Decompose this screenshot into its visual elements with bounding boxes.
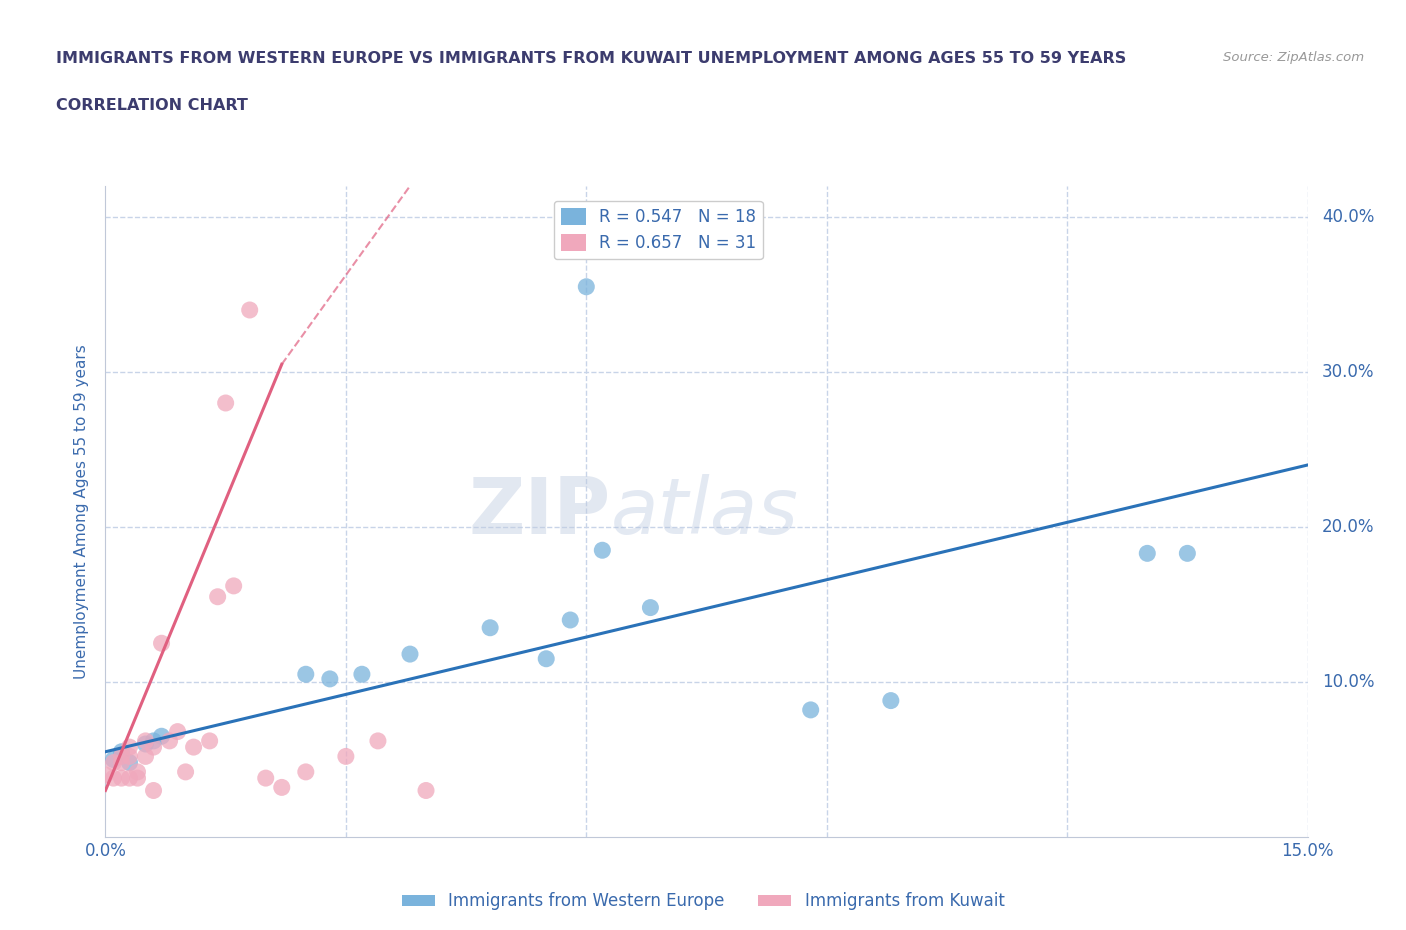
Point: [254, 771, 277, 786]
Point: [207, 590, 229, 604]
Point: [150, 636, 173, 651]
Point: [118, 749, 141, 764]
Point: [142, 739, 165, 754]
Point: [295, 667, 318, 682]
Point: [214, 395, 236, 410]
Point: [110, 771, 132, 786]
Text: 30.0%: 30.0%: [1322, 363, 1375, 381]
Text: CORRELATION CHART: CORRELATION CHART: [56, 98, 247, 113]
Point: [103, 771, 125, 786]
Point: [560, 613, 582, 628]
Point: [367, 734, 389, 749]
Point: [319, 671, 342, 686]
Point: [159, 734, 181, 749]
Point: [479, 620, 502, 635]
Point: [103, 755, 125, 770]
Legend: R = 0.547   N = 18, R = 0.657   N = 31: R = 0.547 N = 18, R = 0.657 N = 31: [554, 201, 763, 259]
Text: atlas: atlas: [610, 473, 799, 550]
Point: [198, 734, 221, 749]
Text: 10.0%: 10.0%: [1322, 673, 1375, 691]
Point: [135, 749, 157, 764]
Point: [150, 729, 173, 744]
Point: [1136, 546, 1159, 561]
Point: [399, 646, 422, 661]
Point: [640, 600, 662, 615]
Point: [239, 302, 262, 317]
Point: [222, 578, 245, 593]
Point: [166, 724, 188, 739]
Text: IMMIGRANTS FROM WESTERN EUROPE VS IMMIGRANTS FROM KUWAIT UNEMPLOYMENT AMONG AGES: IMMIGRANTS FROM WESTERN EUROPE VS IMMIGR…: [56, 51, 1126, 66]
Point: [183, 739, 205, 754]
Point: [142, 734, 165, 749]
Point: [135, 734, 157, 749]
Point: [110, 744, 132, 759]
Point: [135, 737, 157, 751]
Point: [127, 771, 149, 786]
Point: [118, 739, 141, 754]
Point: [880, 693, 903, 708]
Text: ZIP: ZIP: [468, 473, 610, 550]
Point: [118, 771, 141, 786]
Point: [415, 783, 437, 798]
Point: [800, 702, 823, 717]
Point: [270, 780, 292, 795]
Point: [295, 764, 318, 779]
Point: [127, 764, 149, 779]
Point: [142, 783, 165, 798]
Point: [110, 749, 132, 764]
Point: [591, 543, 613, 558]
Point: [118, 755, 141, 770]
Legend: Immigrants from Western Europe, Immigrants from Kuwait: Immigrants from Western Europe, Immigran…: [395, 885, 1011, 917]
Point: [94, 767, 117, 782]
Point: [110, 755, 132, 770]
Y-axis label: Unemployment Among Ages 55 to 59 years: Unemployment Among Ages 55 to 59 years: [75, 344, 90, 679]
Point: [103, 752, 125, 767]
Point: [335, 749, 357, 764]
Text: Source: ZipAtlas.com: Source: ZipAtlas.com: [1223, 51, 1364, 64]
Text: 40.0%: 40.0%: [1322, 208, 1375, 226]
Point: [1177, 546, 1199, 561]
Text: 20.0%: 20.0%: [1322, 518, 1375, 536]
Point: [534, 651, 557, 666]
Point: [174, 764, 197, 779]
Point: [575, 279, 598, 294]
Point: [350, 667, 373, 682]
